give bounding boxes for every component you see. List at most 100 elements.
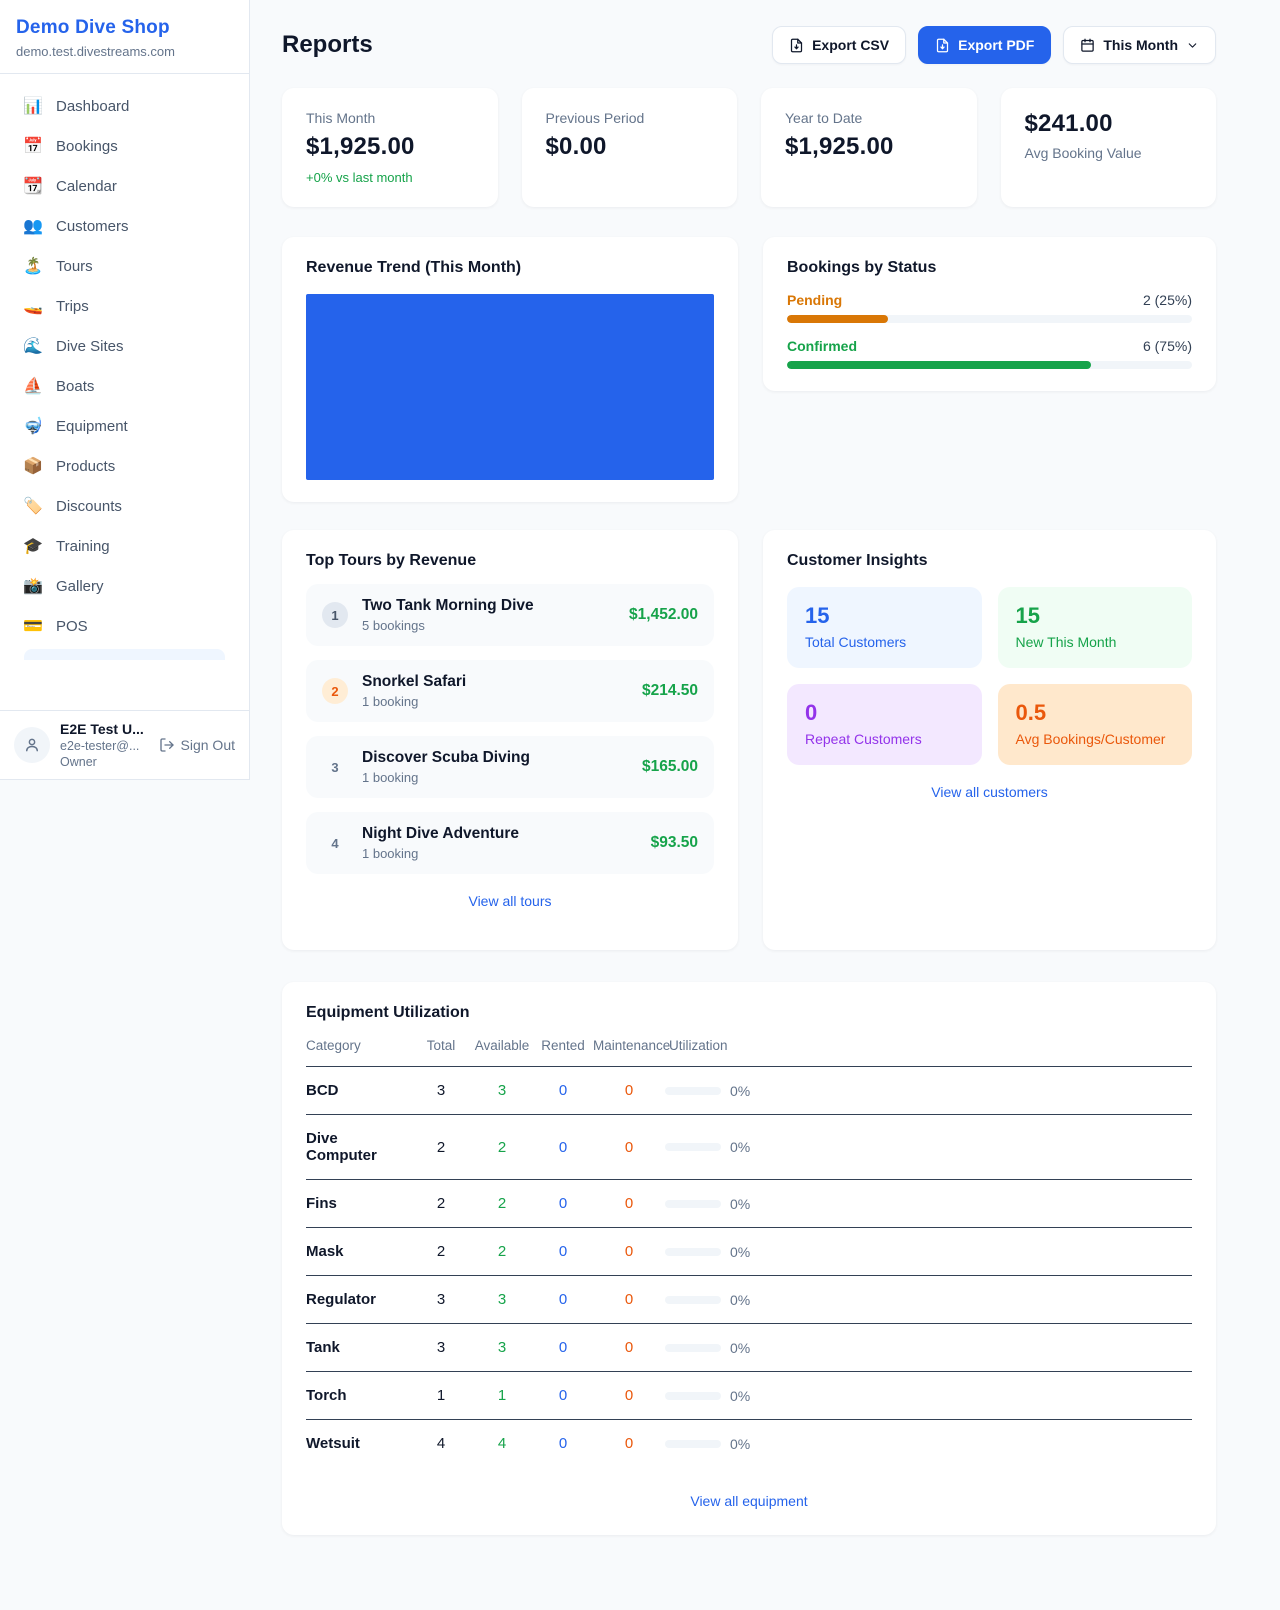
export-csv-label: Export CSV xyxy=(812,37,890,53)
equip-available: 4 xyxy=(497,1435,507,1452)
equip-available: 3 xyxy=(497,1082,507,1099)
shop-header: Demo Dive Shop demo.test.divestreams.com xyxy=(0,0,249,74)
equip-utilization: 0% xyxy=(665,1292,1192,1308)
equip-available: 2 xyxy=(497,1138,507,1156)
table-row: Tank 3 3 0 0 0% xyxy=(306,1324,1192,1372)
tour-revenue: $93.50 xyxy=(650,834,698,851)
equip-maintenance: 0 xyxy=(624,1435,634,1452)
sidebar-item-label: Gallery xyxy=(56,577,104,595)
sidebar-item-label: Equipment xyxy=(56,417,128,435)
sidebar-item-calendar[interactable]: 📆 Calendar xyxy=(10,166,239,206)
tour-row: 1 Two Tank Morning Dive 5 bookings $1,452… xyxy=(306,584,714,646)
stat-value: $1,925.00 xyxy=(785,133,894,160)
table-row: Regulator 3 3 0 0 0% xyxy=(306,1276,1192,1324)
view-all-tours-link[interactable]: View all tours xyxy=(468,893,552,909)
stat-delta: +0% vs last month xyxy=(306,170,413,185)
tour-revenue: $1,452.00 xyxy=(629,606,698,623)
tile-repeat-customers: 0 Repeat Customers xyxy=(787,684,982,765)
shop-name: Demo Dive Shop xyxy=(16,17,170,38)
equip-utilization: 0% xyxy=(665,1083,1192,1099)
main-content: Reports Export CSV Export PDF This Month… xyxy=(250,0,1280,1535)
customer-insights-card: Customer Insights 15 Total Customers 15 … xyxy=(763,530,1216,950)
sidebar-item-dive-sites[interactable]: 🌊 Dive Sites xyxy=(10,326,239,366)
utilization-track xyxy=(665,1295,721,1304)
equip-total: 4 xyxy=(436,1435,446,1452)
sidebar-item-training[interactable]: 🎓 Training xyxy=(10,526,239,566)
utilization-pct: 0% xyxy=(730,1082,751,1099)
view-all-equipment-link[interactable]: View all equipment xyxy=(690,1493,808,1509)
insight-tiles: 15 Total Customers 15 New This Month 0 R… xyxy=(787,587,1192,765)
sidebar-item-label: Bookings xyxy=(56,137,118,155)
customer-insights-title: Customer Insights xyxy=(787,552,928,569)
sidebar-item-gallery[interactable]: 📸 Gallery xyxy=(10,566,239,606)
calendar-icon xyxy=(1081,38,1095,52)
equip-maintenance: 0 xyxy=(624,1138,634,1156)
chevron-down-icon xyxy=(1188,42,1197,48)
training-icon: 🎓 xyxy=(23,538,43,555)
export-pdf-label: Export PDF xyxy=(958,37,1035,53)
utilization-track xyxy=(665,1143,721,1151)
sidebar-item-products[interactable]: 📦 Products xyxy=(10,446,239,486)
equip-total: 2 xyxy=(436,1243,446,1260)
tile-label: Repeat Customers xyxy=(805,731,922,747)
table-row: BCD 3 3 0 0 0% xyxy=(306,1067,1192,1115)
tile-value: 0 xyxy=(805,700,818,725)
sidebar-item-label: Boats xyxy=(56,377,95,395)
equip-utilization: 0% xyxy=(665,1340,1192,1356)
equip-maintenance: 0 xyxy=(624,1243,634,1260)
equip-available: 3 xyxy=(497,1291,507,1308)
equip-category: Fins xyxy=(306,1195,337,1212)
tile-value: 0.5 xyxy=(1015,700,1047,725)
tour-row: 3 Discover Scuba Diving 1 booking $165.00 xyxy=(306,736,714,798)
equip-category: Wetsuit xyxy=(306,1435,360,1452)
sidebar-item-tours[interactable]: 🏝️ Tours xyxy=(10,246,239,286)
charts-row: Revenue Trend (This Month) Bookings by S… xyxy=(282,237,1216,502)
sign-out-label: Sign Out xyxy=(180,737,235,753)
progress-track xyxy=(787,361,1192,369)
stat-value: $0.00 xyxy=(545,133,607,160)
sidebar-item-pos[interactable]: 💳 POS xyxy=(10,606,239,646)
view-all-customers-link[interactable]: View all customers xyxy=(931,784,1048,800)
export-csv-button[interactable]: Export CSV xyxy=(772,26,907,64)
user-role: Owner xyxy=(60,755,97,769)
period-dropdown[interactable]: This Month xyxy=(1063,26,1216,64)
avatar xyxy=(14,727,50,763)
user-name: E2E Test U... xyxy=(60,721,144,737)
sidebar-item-reports-partial[interactable] xyxy=(24,649,225,660)
tile-label: New This Month xyxy=(1015,634,1117,650)
sidebar-item-bookings[interactable]: 📅 Bookings xyxy=(10,126,239,166)
sidebar-item-label: Training xyxy=(56,537,110,555)
tour-bookings: 5 bookings xyxy=(362,618,425,633)
sidebar-item-trips[interactable]: 🚤 Trips xyxy=(10,286,239,326)
tour-name: Night Dive Adventure xyxy=(362,825,520,842)
col-total: Total xyxy=(426,1038,456,1053)
equip-category: Dive Computer xyxy=(306,1130,377,1164)
sidebar-item-label: POS xyxy=(56,617,88,635)
revenue-trend-card: Revenue Trend (This Month) xyxy=(282,237,738,502)
sign-out-icon xyxy=(159,738,174,752)
page-title: Reports xyxy=(282,31,373,58)
sidebar-item-label: Trips xyxy=(56,297,89,315)
utilization-pct: 0% xyxy=(730,1435,751,1452)
export-pdf-button[interactable]: Export PDF xyxy=(918,26,1052,64)
tour-row: 2 Snorkel Safari 1 booking $214.50 xyxy=(306,660,714,722)
sidebar-item-boats[interactable]: ⛵ Boats xyxy=(10,366,239,406)
sidebar-item-label: Dashboard xyxy=(56,97,130,115)
sidebar-item-customers[interactable]: 👥 Customers xyxy=(10,206,239,246)
shop-domain: demo.test.divestreams.com xyxy=(16,44,175,59)
col-category: Category xyxy=(306,1038,361,1053)
equip-total: 3 xyxy=(436,1291,446,1308)
bookings-status-title: Bookings by Status xyxy=(787,259,937,276)
equip-rented: 0 xyxy=(558,1138,568,1156)
table-row: Fins 2 2 0 0 0% xyxy=(306,1180,1192,1228)
equip-utilization: 0% xyxy=(665,1388,1192,1404)
sidebar-item-discounts[interactable]: 🏷️ Discounts xyxy=(10,486,239,526)
stat-label: Previous Period xyxy=(545,110,645,126)
tour-revenue: $165.00 xyxy=(641,758,698,775)
sign-out-button[interactable]: Sign Out xyxy=(159,737,235,753)
tile-new-this-month: 15 New This Month xyxy=(997,587,1192,668)
sidebar-item-dashboard[interactable]: 📊 Dashboard xyxy=(10,86,239,126)
utilization-pct: 0% xyxy=(730,1195,751,1212)
equip-maintenance: 0 xyxy=(624,1082,634,1099)
sidebar-item-equipment[interactable]: 🤿 Equipment xyxy=(10,406,239,446)
